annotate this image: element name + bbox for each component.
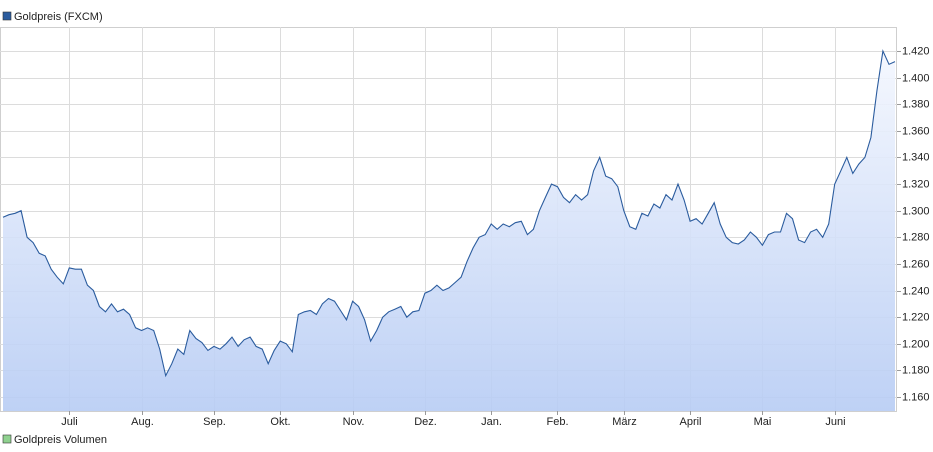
y-tick-label: 1.220 — [902, 311, 930, 323]
x-tick-label: Mai — [754, 416, 772, 428]
x-tick-label: Juli — [61, 416, 78, 428]
y-tick-label: 1.180 — [902, 364, 930, 376]
y-tick-label: 1.200 — [902, 338, 930, 350]
x-tick-label: April — [679, 416, 701, 428]
x-tick-label: Jan. — [481, 416, 502, 428]
y-tick-label: 1.320 — [902, 178, 930, 190]
y-tick-label: 1.420 — [902, 45, 930, 57]
x-tick-label: März — [612, 416, 636, 428]
area — [3, 51, 895, 411]
x-tick-label: Juni — [825, 416, 845, 428]
x-tick-label: Sep. — [203, 416, 226, 428]
y-tick-label: 1.380 — [902, 98, 930, 110]
x-tick-label: Nov. — [343, 416, 365, 428]
legend-label: Goldpreis (FXCM) — [14, 11, 103, 23]
marks — [2, 49, 896, 411]
y-tick-label: 1.240 — [902, 285, 930, 297]
y-tick-label: 1.340 — [902, 151, 930, 163]
y-tick-label: 1.360 — [902, 125, 930, 137]
y-tick-label: 1.160 — [902, 391, 930, 403]
line — [2, 49, 896, 378]
y-tick-label: 1.400 — [902, 72, 930, 84]
legend-swatch — [2, 11, 12, 21]
y-tick-label: 1.260 — [902, 258, 930, 270]
legend-label: Goldpreis Volumen — [14, 434, 107, 446]
y-tick-label: 1.280 — [902, 231, 930, 243]
x-tick-label: Feb. — [546, 416, 568, 428]
x-tick-label: Aug. — [131, 416, 154, 428]
legend-swatch — [2, 434, 12, 444]
x-tick-label: Dez. — [414, 416, 437, 428]
x-tick-label: Okt. — [270, 416, 290, 428]
labels: 1.160 1.180 1.200 1.220 1.240 1.260 1.280 1.300… — [61, 45, 929, 428]
y-tick-label: 1.300 — [902, 205, 930, 217]
